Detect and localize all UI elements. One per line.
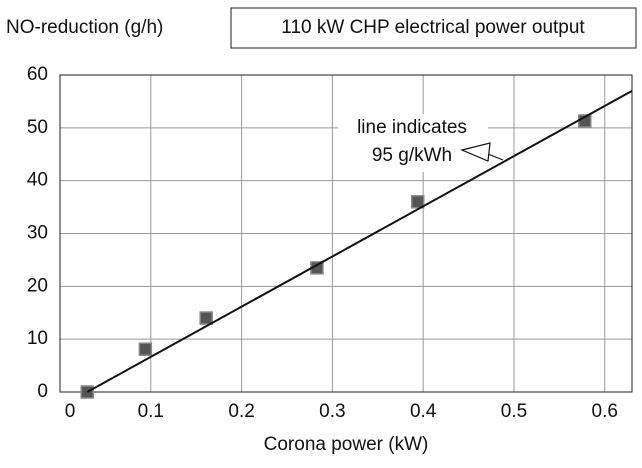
x-tick-label: 0.4 <box>410 401 437 422</box>
y-tick-label: 50 <box>27 117 48 138</box>
y-tick-label: 20 <box>27 275 48 296</box>
box-label: 110 kW CHP electrical power output <box>281 17 585 38</box>
x-tick-label: 0.3 <box>319 401 345 422</box>
x-tick-label: 0.5 <box>501 401 527 422</box>
plot-area: 0 10 20 30 40 50 60 0 0.1 0.2 0.3 0.4 0.5 0.6 line ind… <box>27 64 633 422</box>
x-axis-label: Corona power (kW) <box>264 434 429 455</box>
x-tick-label: 0.2 <box>228 401 254 422</box>
y-tick-label: 60 <box>27 64 48 85</box>
annotation: 95 g/kWh <box>372 145 452 166</box>
plot-frame <box>59 74 633 393</box>
x-tick-label: 0.6 <box>592 401 618 422</box>
marker <box>138 342 153 356</box>
y-tick-label: 10 <box>27 328 48 349</box>
marker <box>199 311 213 325</box>
y-axis-label: NO-reduction (g/h) <box>6 17 163 38</box>
annotation: line indicates <box>357 117 467 138</box>
arrow-head <box>460 142 491 162</box>
y-tick-label: 40 <box>27 170 48 191</box>
arrow-shaft <box>487 153 504 161</box>
x-tick-label: 0.1 <box>138 401 164 422</box>
annotation-background <box>338 114 488 172</box>
fit-line <box>86 89 633 393</box>
marker <box>410 195 425 209</box>
y-tick-label: 30 <box>27 223 48 244</box>
x-tick-label: 0 <box>65 401 76 422</box>
label-box <box>230 7 637 49</box>
y-tick-label: 0 <box>37 381 48 402</box>
